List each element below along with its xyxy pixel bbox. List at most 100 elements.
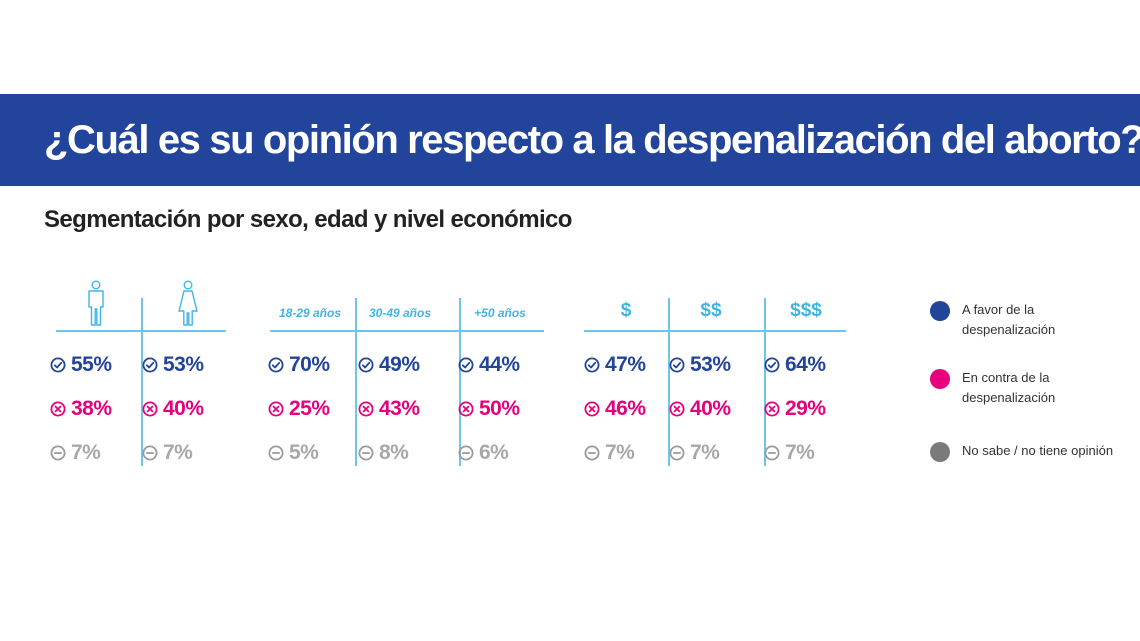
segment-column: $$ 53% 40% 7% (669, 0, 753, 641)
check-circle-icon (358, 357, 374, 373)
title-banner (0, 94, 1140, 186)
minus-circle-icon (142, 445, 158, 461)
nosabe-row: 7% (142, 438, 232, 468)
favor-row: 49% (358, 350, 448, 380)
column-header: 30-49 años (368, 306, 432, 320)
contra-value: 25% (289, 397, 330, 420)
contra-row: 29% (764, 394, 854, 424)
minus-circle-icon (50, 445, 66, 461)
column-header: $$$ (790, 300, 822, 321)
legend-dot-contra (930, 369, 950, 389)
x-circle-icon (268, 401, 284, 417)
favor-value: 64% (785, 353, 826, 376)
favor-row: 47% (584, 350, 674, 380)
column-divider-line (355, 298, 357, 466)
nosabe-row: 6% (458, 438, 548, 468)
nosabe-value: 7% (605, 441, 635, 464)
nosabe-row: 5% (268, 438, 358, 468)
minus-circle-icon (358, 445, 374, 461)
chart-subtitle: Segmentación por sexo, edad y nivel econ… (44, 206, 572, 233)
contra-value: 38% (71, 397, 112, 420)
favor-value: 44% (479, 353, 520, 376)
man-icon (88, 280, 104, 326)
legend-label-contra: En contra de la despenalización (962, 370, 1056, 405)
minus-circle-icon (669, 445, 685, 461)
segment-column: +50 años 44% 50% 6% (458, 0, 542, 641)
x-circle-icon (458, 401, 474, 417)
column-divider-line (668, 298, 670, 466)
contra-row: 40% (669, 394, 759, 424)
nosabe-row: 7% (669, 438, 759, 468)
legend-item-nosabe: No sabe / no tiene opinión (930, 441, 1122, 462)
legend-dot-nosabe (930, 442, 950, 462)
favor-row: 64% (764, 350, 854, 380)
contra-value: 29% (785, 397, 826, 420)
segment-column: 55% 38% 7% (50, 0, 134, 641)
favor-value: 49% (379, 353, 420, 376)
column-header (84, 280, 108, 328)
check-circle-icon (764, 357, 780, 373)
chart-title: ¿Cuál es su opinión respecto a la despen… (44, 118, 1140, 162)
nosabe-row: 7% (50, 438, 140, 468)
column-header: 18-29 años (278, 306, 342, 320)
x-circle-icon (358, 401, 374, 417)
segment-column: $47% 46% 7% (584, 0, 668, 641)
contra-row: 25% (268, 394, 358, 424)
x-circle-icon (764, 401, 780, 417)
x-circle-icon (584, 401, 600, 417)
legend-label-nosabe: No sabe / no tiene opinión (962, 443, 1114, 458)
x-circle-icon (142, 401, 158, 417)
column-header (176, 280, 200, 328)
favor-row: 44% (458, 350, 548, 380)
contra-value: 46% (605, 397, 646, 420)
check-circle-icon (268, 357, 284, 373)
minus-circle-icon (764, 445, 780, 461)
check-circle-icon (584, 357, 600, 373)
minus-circle-icon (584, 445, 600, 461)
favor-value: 70% (289, 353, 330, 376)
column-header: $$ (700, 300, 722, 321)
contra-value: 43% (379, 397, 420, 420)
column-divider-line (764, 298, 766, 466)
favor-value: 53% (690, 353, 731, 376)
segment-column: 53% 40% 7% (142, 0, 226, 641)
column-divider-line (141, 298, 143, 466)
minus-circle-icon (458, 445, 474, 461)
contra-value: 40% (690, 397, 731, 420)
nosabe-value: 7% (785, 441, 815, 464)
check-circle-icon (50, 357, 66, 373)
nosabe-value: 7% (690, 441, 720, 464)
favor-row: 70% (268, 350, 358, 380)
legend-item-favor: A favor de la despenalización (930, 300, 1122, 340)
nosabe-row: 7% (584, 438, 674, 468)
nosabe-value: 8% (379, 441, 409, 464)
favor-value: 55% (71, 353, 112, 376)
group-divider-line (584, 330, 846, 332)
check-circle-icon (142, 357, 158, 373)
column-header: +50 años (474, 306, 526, 320)
nosabe-value: 5% (289, 441, 319, 464)
minus-circle-icon (268, 445, 284, 461)
segment-column: 30-49 años 49% 43% 8% (358, 0, 442, 641)
contra-row: 50% (458, 394, 548, 424)
segment-column: $$$ 64% 29% 7% (764, 0, 848, 641)
legend-label-favor: A favor de la despenalización (962, 302, 1056, 337)
nosabe-value: 7% (163, 441, 193, 464)
contra-row: 38% (50, 394, 140, 424)
column-header: $ (620, 300, 632, 321)
x-circle-icon (669, 401, 685, 417)
contra-value: 50% (479, 397, 520, 420)
contra-row: 40% (142, 394, 232, 424)
group-divider-line (270, 330, 544, 332)
nosabe-row: 7% (764, 438, 854, 468)
favor-row: 53% (669, 350, 759, 380)
favor-value: 53% (163, 353, 204, 376)
woman-icon (178, 280, 198, 326)
favor-row: 53% (142, 350, 232, 380)
x-circle-icon (50, 401, 66, 417)
column-divider-line (459, 298, 461, 466)
nosabe-value: 6% (479, 441, 509, 464)
legend-item-contra: En contra de la despenalización (930, 368, 1122, 408)
contra-value: 40% (163, 397, 204, 420)
contra-row: 46% (584, 394, 674, 424)
